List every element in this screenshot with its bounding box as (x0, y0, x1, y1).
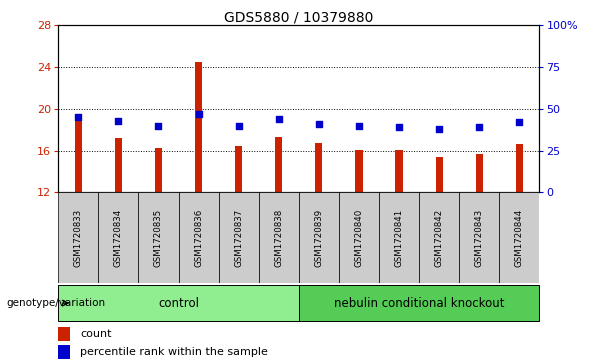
Bar (476, 154, 483, 192)
Text: genotype/variation: genotype/variation (6, 298, 105, 308)
Point (314, 121, 324, 127)
Text: GSM1720844: GSM1720844 (515, 209, 524, 267)
Point (194, 111, 204, 117)
Text: percentile rank within the sample: percentile rank within the sample (80, 347, 268, 357)
Bar (259, 192, 299, 283)
Bar (500, 192, 539, 283)
Text: GSM1720842: GSM1720842 (435, 209, 444, 267)
Text: GSM1720837: GSM1720837 (234, 209, 243, 267)
Text: GSM1720838: GSM1720838 (274, 209, 283, 267)
Text: control: control (158, 297, 199, 310)
Bar (339, 192, 379, 283)
Text: nebulin conditional knockout: nebulin conditional knockout (334, 297, 504, 310)
Text: GSM1720843: GSM1720843 (475, 209, 484, 267)
Text: GSM1720836: GSM1720836 (194, 209, 203, 267)
Bar (436, 157, 443, 192)
Bar (75, 119, 82, 192)
Point (394, 125, 404, 130)
Point (354, 123, 364, 129)
Point (154, 123, 164, 129)
Bar (195, 62, 202, 192)
Bar (219, 192, 259, 283)
Text: GSM1720834: GSM1720834 (114, 209, 123, 267)
Point (514, 119, 524, 125)
Bar (139, 192, 178, 283)
Text: GSM1720840: GSM1720840 (354, 209, 364, 267)
FancyBboxPatch shape (58, 285, 299, 321)
Bar (58, 192, 98, 283)
Text: GSM1720841: GSM1720841 (395, 209, 403, 267)
Text: GSM1720835: GSM1720835 (154, 209, 163, 267)
Title: GDS5880 / 10379880: GDS5880 / 10379880 (224, 10, 373, 24)
Point (234, 123, 243, 129)
Bar (275, 137, 283, 192)
Bar (459, 192, 500, 283)
Point (434, 126, 444, 132)
Text: count: count (80, 329, 112, 339)
FancyBboxPatch shape (299, 285, 539, 321)
Bar (356, 150, 363, 192)
Bar (419, 192, 459, 283)
Bar (299, 192, 339, 283)
Bar (115, 138, 122, 192)
Bar (516, 144, 523, 192)
Bar (235, 147, 242, 192)
Point (113, 118, 123, 123)
Point (474, 125, 484, 130)
Bar (379, 192, 419, 283)
Bar (178, 192, 219, 283)
Bar (98, 192, 139, 283)
Bar (58, 345, 70, 359)
Bar (58, 327, 70, 341)
Bar (395, 150, 403, 192)
Bar (315, 143, 322, 192)
Point (274, 116, 284, 122)
Bar (155, 147, 162, 192)
Text: GSM1720839: GSM1720839 (314, 209, 324, 267)
Point (74, 114, 83, 120)
Text: GSM1720833: GSM1720833 (74, 209, 83, 267)
